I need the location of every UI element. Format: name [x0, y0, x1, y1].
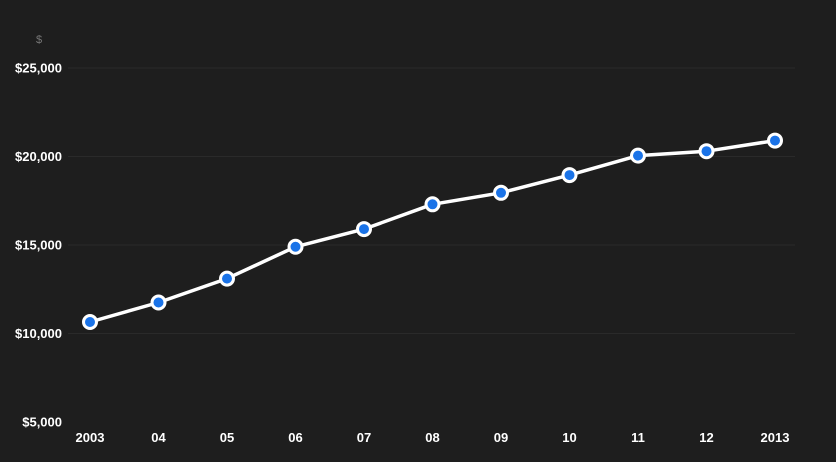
- x-tick-label: 04: [151, 430, 166, 445]
- gridlines: [68, 67, 795, 334]
- series-line: [88, 138, 777, 324]
- y-tick-label: $10,000: [15, 326, 62, 341]
- data-point[interactable]: [767, 132, 783, 149]
- data-point[interactable]: [698, 143, 715, 160]
- data-point[interactable]: [493, 184, 509, 201]
- x-tick-label: 10: [562, 430, 576, 445]
- x-tick-label: 06: [288, 430, 302, 445]
- y-tick-label: $15,000: [15, 238, 62, 253]
- x-tick-label: 08: [425, 430, 439, 445]
- data-point[interactable]: [219, 270, 235, 287]
- x-tick-label: 09: [494, 430, 508, 445]
- data-point[interactable]: [150, 294, 167, 311]
- data-point[interactable]: [424, 196, 441, 213]
- data-point[interactable]: [82, 313, 98, 330]
- x-tick-label: 11: [631, 430, 645, 445]
- y-tick-label: $25,000: [15, 61, 62, 76]
- y-tick-label: $20,000: [15, 149, 62, 164]
- x-axis-ticks: 2003 04 05 06 07 08 09 10 11 12 2013: [76, 430, 790, 445]
- data-point[interactable]: [561, 167, 578, 184]
- data-point[interactable]: [356, 221, 372, 238]
- x-tick-label: 12: [699, 430, 713, 445]
- data-point[interactable]: [287, 238, 304, 255]
- data-point[interactable]: [630, 147, 646, 164]
- x-tick-label: 05: [220, 430, 234, 445]
- x-tick-label: 2013: [761, 430, 790, 445]
- y-tick-label: $5,000: [22, 415, 62, 430]
- y-axis-ticks: $5,000 $10,000 $15,000 $20,000 $25,000: [15, 61, 62, 430]
- y-axis-unit-label: $: [36, 34, 42, 46]
- series-layer: [82, 132, 783, 330]
- x-tick-label: 07: [357, 430, 371, 445]
- x-tick-label: 2003: [76, 430, 105, 445]
